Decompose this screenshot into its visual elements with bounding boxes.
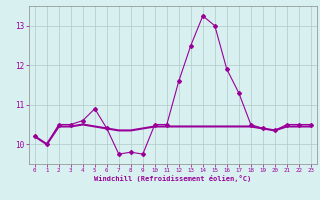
X-axis label: Windchill (Refroidissement éolien,°C): Windchill (Refroidissement éolien,°C)	[94, 175, 252, 182]
